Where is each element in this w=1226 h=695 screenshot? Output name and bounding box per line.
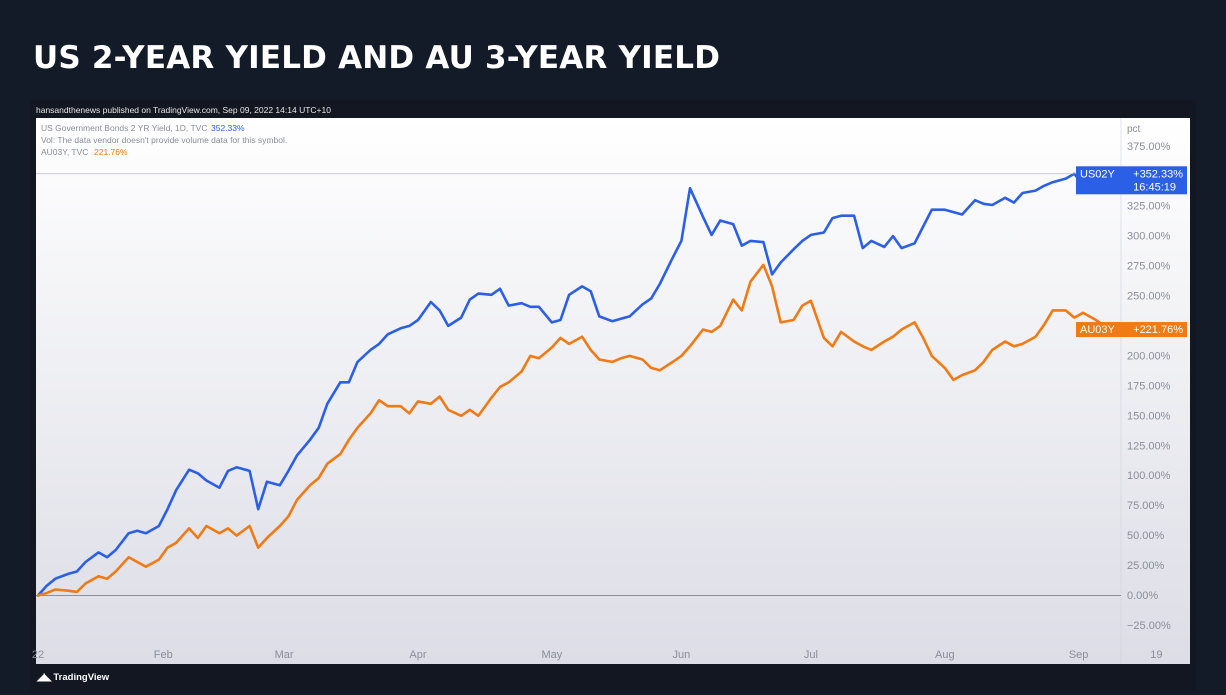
tradingview-logo: ◢◣ TradingView (37, 672, 109, 683)
legend-vol-text: Vol: The data vendor doesn't provide vol… (41, 135, 287, 145)
y-tick-label: 200.00% (1127, 350, 1171, 362)
legend-au-text: AU03Y, TVC (41, 147, 88, 157)
price-badge-symbol: AU03Y (1080, 324, 1116, 336)
legend-au-value: 221.76% (94, 147, 128, 157)
series-line-us02y (36, 168, 1115, 597)
x-tick-label: May (541, 649, 562, 661)
plot-background (36, 118, 1190, 664)
x-tick-label: Apr (409, 649, 426, 661)
y-tick-label: 75.00% (1127, 500, 1165, 512)
tradingview-logo-icon: ◢◣ (37, 672, 51, 683)
slide-title: US 2-YEAR YIELD AND AU 3-YEAR YIELD (33, 40, 721, 76)
price-badge-au03y (1076, 322, 1187, 338)
y-tick-label: 50.00% (1127, 530, 1165, 542)
y-tick-label: 100.00% (1127, 470, 1171, 482)
y-tick-label: 25.00% (1127, 560, 1165, 572)
x-tick-label: Mar (275, 649, 294, 661)
x-tick-label: Feb (154, 649, 173, 661)
x-tick-label: Sep (1069, 649, 1089, 661)
y-tick-label: −25.00% (1127, 620, 1171, 632)
y-tick-label: 0.00% (1127, 590, 1158, 602)
price-badge-value: +221.76% (1133, 324, 1183, 336)
y-tick-label: 125.00% (1127, 440, 1171, 452)
price-badges: US02Y +352.33%16:45:19 AU03Y +221.76% (1076, 166, 1187, 338)
y-tick-label: 150.00% (1127, 410, 1171, 422)
x-tick-label: Jul (804, 649, 818, 661)
price-badge-countdown: 16:45:19 (1133, 181, 1176, 193)
x-tick-label: 22 (32, 649, 44, 661)
y-tick-label: 250.00% (1127, 291, 1171, 303)
series-lines (36, 168, 1121, 597)
legend-us-text: US Government Bonds 2 YR Yield, 1D, TVC (41, 123, 207, 133)
y-tick-label: 325.00% (1127, 201, 1171, 213)
x-tick-label: 19 (1150, 649, 1162, 661)
published-caption: hansandthenews published on TradingView.… (36, 105, 331, 115)
price-badge-symbol: US02Y (1080, 168, 1116, 180)
y-tick-label: 275.00% (1127, 261, 1171, 273)
y-tick-label: 175.00% (1127, 380, 1171, 392)
series-line-au03y (36, 263, 1115, 597)
y-tick-label: 300.00% (1127, 231, 1171, 243)
x-tick-label: Aug (935, 649, 955, 661)
y-tick-label: 375.00% (1127, 141, 1171, 153)
x-axis: 22 Feb Mar Apr May Jun Jul Aug Sep 19 (32, 649, 1163, 661)
price-badge-us02y (1076, 166, 1187, 195)
x-tick-label: Jun (673, 649, 691, 661)
legend-us-value: 352.33% (211, 123, 245, 133)
legend: US Government Bonds 2 YR Yield, 1D, TVC … (41, 123, 287, 157)
price-badge-value: +352.33% (1133, 168, 1183, 180)
tradingview-logo-text: TradingView (53, 672, 110, 683)
y-axis-unit: pct (1127, 124, 1141, 135)
